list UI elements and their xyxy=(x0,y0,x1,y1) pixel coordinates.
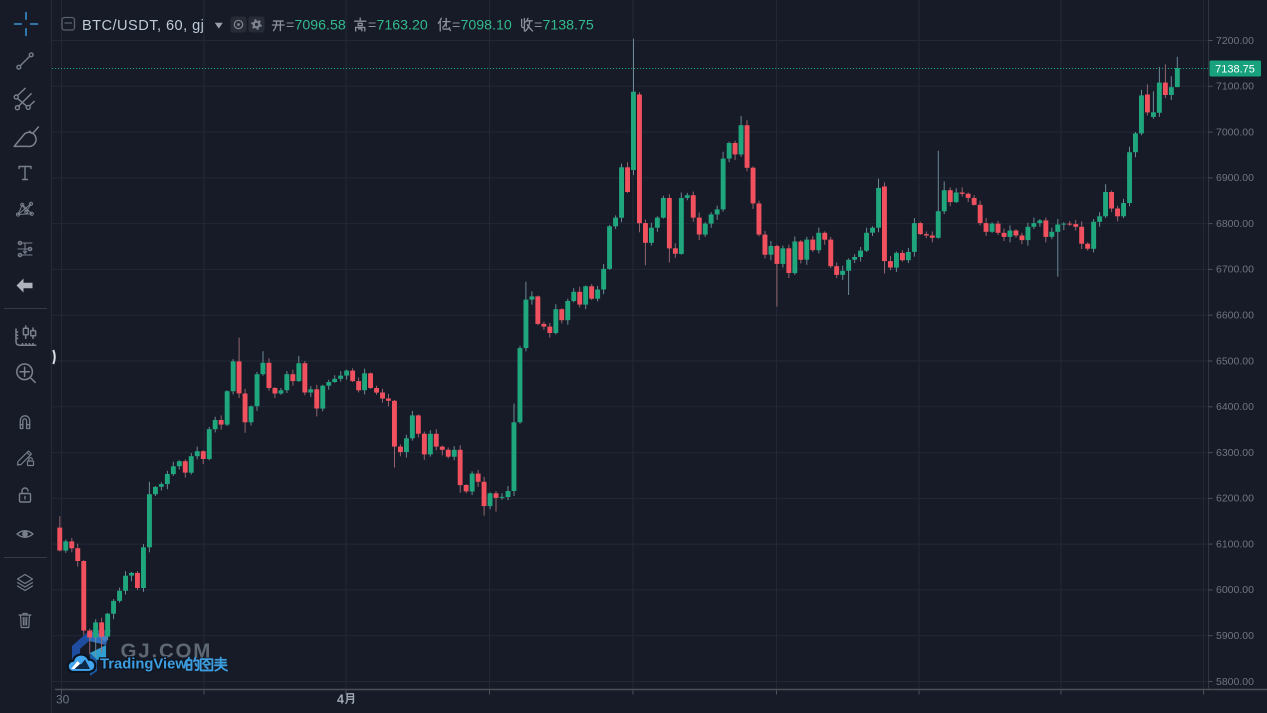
svg-text:6600.00: 6600.00 xyxy=(1216,310,1254,322)
svg-text:6200.00: 6200.00 xyxy=(1216,493,1254,505)
svg-text:7138.75: 7138.75 xyxy=(543,17,594,33)
svg-text:=: = xyxy=(452,17,460,33)
svg-text:5900.00: 5900.00 xyxy=(1216,630,1254,642)
svg-text:4: 4 xyxy=(337,693,344,707)
svg-text:GJ.COM: GJ.COM xyxy=(121,640,213,663)
svg-text:7138.75: 7138.75 xyxy=(1215,64,1255,76)
svg-text:30: 30 xyxy=(56,693,70,707)
svg-text:7000.00: 7000.00 xyxy=(1216,126,1254,138)
svg-text:TradingView: TradingView xyxy=(100,657,187,673)
svg-text:=: = xyxy=(368,17,376,33)
svg-text:6700.00: 6700.00 xyxy=(1216,264,1254,276)
svg-text:7200.00: 7200.00 xyxy=(1216,35,1254,47)
svg-text:5800.00: 5800.00 xyxy=(1216,676,1254,688)
svg-text:6100.00: 6100.00 xyxy=(1216,538,1254,550)
svg-text:7098.10: 7098.10 xyxy=(461,17,512,33)
svg-text:6000.00: 6000.00 xyxy=(1216,584,1254,596)
svg-text:=: = xyxy=(286,17,294,33)
svg-text:=: = xyxy=(534,17,542,33)
svg-text:6900.00: 6900.00 xyxy=(1216,172,1254,184)
svg-text:7100.00: 7100.00 xyxy=(1216,81,1254,93)
svg-text:6500.00: 6500.00 xyxy=(1216,355,1254,367)
svg-text:7096.58: 7096.58 xyxy=(295,17,346,33)
svg-text:6400.00: 6400.00 xyxy=(1216,401,1254,413)
svg-text:BTC/USDT, 60, gj: BTC/USDT, 60, gj xyxy=(82,18,204,34)
svg-text:6800.00: 6800.00 xyxy=(1216,218,1254,230)
svg-text:6300.00: 6300.00 xyxy=(1216,447,1254,459)
svg-text:7163.20: 7163.20 xyxy=(377,17,428,33)
